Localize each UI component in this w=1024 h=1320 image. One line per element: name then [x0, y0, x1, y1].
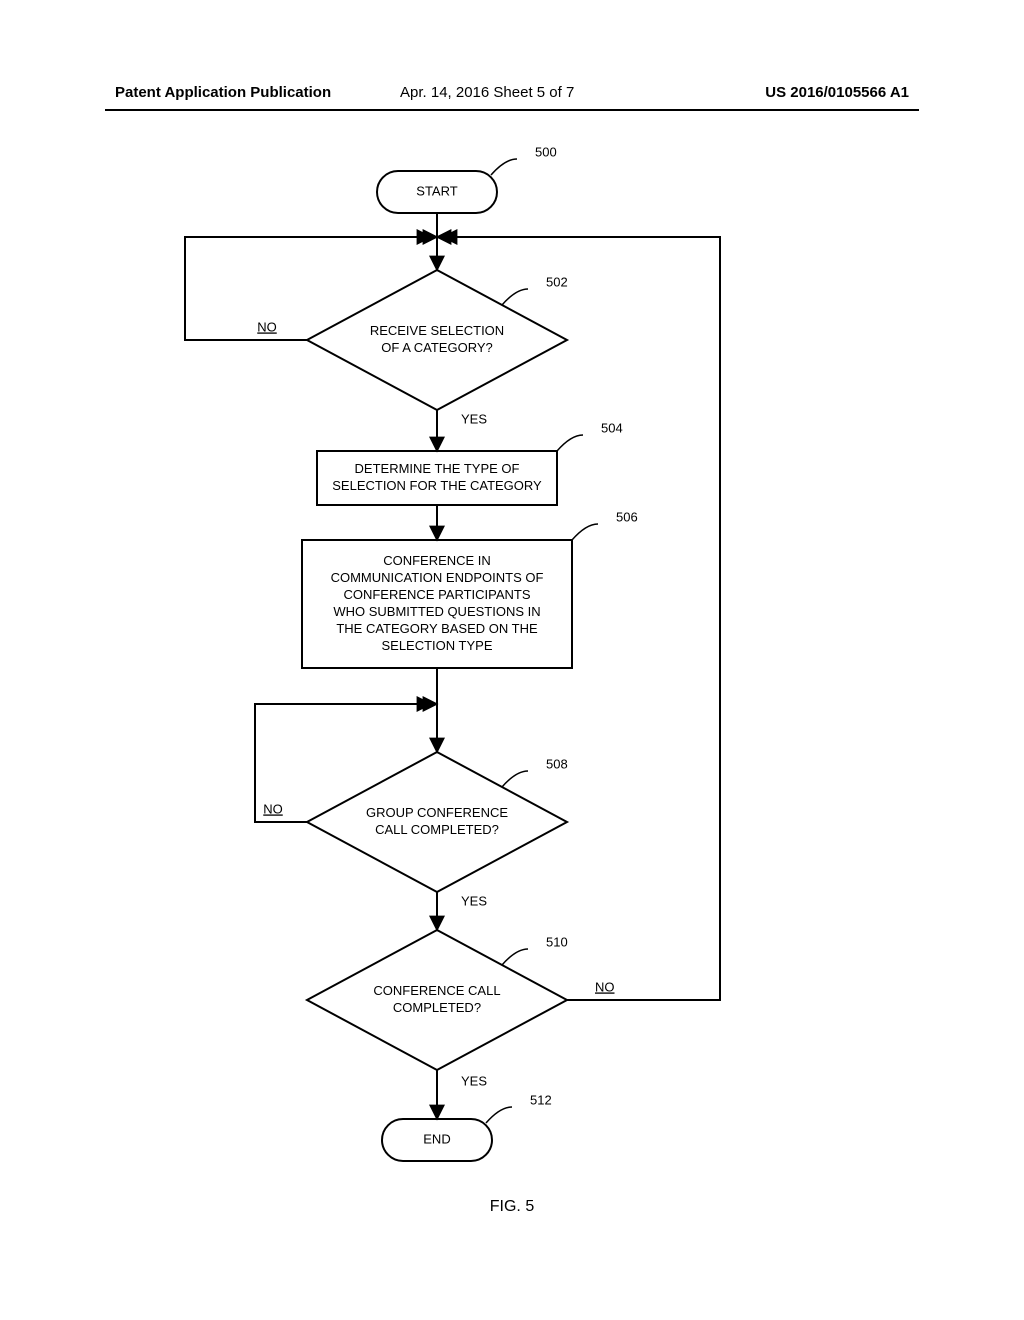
page: Patent Application Publication Apr. 14, … — [0, 0, 1024, 1320]
svg-text:YES: YES — [461, 1073, 487, 1088]
svg-text:508: 508 — [546, 756, 568, 771]
svg-text:502: 502 — [546, 274, 568, 289]
svg-text:NO: NO — [257, 319, 277, 334]
svg-text:OF A CATEGORY?: OF A CATEGORY? — [381, 340, 493, 355]
svg-text:CONFERENCE IN: CONFERENCE IN — [383, 553, 491, 568]
svg-text:RECEIVE SELECTION: RECEIVE SELECTION — [370, 323, 504, 338]
svg-text:CALL COMPLETED?: CALL COMPLETED? — [375, 822, 499, 837]
svg-text:START: START — [416, 183, 457, 198]
svg-text:END: END — [423, 1131, 450, 1146]
svg-text:504: 504 — [601, 420, 623, 435]
svg-text:CONFERENCE PARTICIPANTS: CONFERENCE PARTICIPANTS — [343, 587, 530, 602]
svg-text:YES: YES — [461, 411, 487, 426]
svg-text:YES: YES — [461, 893, 487, 908]
flowchart: START 500 RECEIVE SELECTION OF A CATEGORY? 5… — [0, 0, 1024, 1320]
svg-text:DETERMINE THE TYPE OF: DETERMINE THE TYPE OF — [355, 461, 520, 476]
svg-text:NO: NO — [263, 801, 283, 816]
svg-text:COMPLETED?: COMPLETED? — [393, 1000, 481, 1015]
figure-label: FIG. 5 — [0, 1198, 1024, 1216]
svg-text:THE CATEGORY BASED ON THE: THE CATEGORY BASED ON THE — [336, 621, 538, 636]
svg-text:500: 500 — [535, 144, 557, 159]
svg-text:GROUP CONFERENCE: GROUP CONFERENCE — [366, 805, 508, 820]
svg-text:506: 506 — [616, 509, 638, 524]
svg-text:NO: NO — [595, 979, 615, 994]
svg-text:SELECTION FOR THE CATEGORY: SELECTION FOR THE CATEGORY — [332, 478, 542, 493]
svg-text:CONFERENCE CALL: CONFERENCE CALL — [373, 983, 500, 998]
svg-text:COMMUNICATION ENDPOINTS OF: COMMUNICATION ENDPOINTS OF — [331, 570, 544, 585]
svg-text:SELECTION TYPE: SELECTION TYPE — [381, 638, 492, 653]
svg-text:WHO SUBMITTED QUESTIONS IN: WHO SUBMITTED QUESTIONS IN — [333, 604, 540, 619]
svg-text:512: 512 — [530, 1092, 552, 1107]
svg-text:510: 510 — [546, 934, 568, 949]
